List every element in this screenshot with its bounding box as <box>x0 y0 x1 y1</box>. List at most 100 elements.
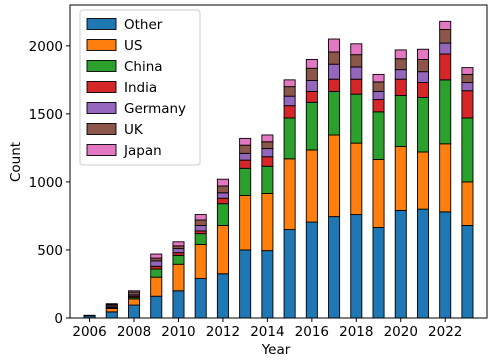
bar-segment-other-2008 <box>128 304 141 319</box>
y-tick-label-1000: 1000 <box>29 175 63 191</box>
bar-segment-india-2017 <box>328 78 341 92</box>
legend-label-us: US <box>124 38 142 54</box>
bar-segment-other-2015 <box>283 229 296 319</box>
bar-segment-other-2019 <box>372 227 385 319</box>
bar-segment-uk-2023 <box>461 73 474 84</box>
bar-segment-china-2012 <box>216 203 229 226</box>
bar-segment-japan-2012 <box>216 178 229 187</box>
x-tick-label-2020: 2020 <box>384 324 418 340</box>
bar-segment-japan-2017 <box>328 38 341 53</box>
x-tick-label-2016: 2016 <box>295 324 329 340</box>
bar-segment-india-2013 <box>239 159 252 169</box>
bar-segment-japan-2009 <box>150 253 163 259</box>
bar-segment-us-2009 <box>150 276 163 297</box>
bar-segment-japan-2022 <box>439 20 452 30</box>
bar-segment-other-2011 <box>194 278 207 319</box>
bar-segment-germany-2017 <box>328 63 341 80</box>
x-tick-label-2022: 2022 <box>428 324 462 340</box>
bar-segment-china-2013 <box>239 167 252 196</box>
bar-segment-japan-2020 <box>394 49 407 60</box>
bar-segment-china-2010 <box>172 254 185 265</box>
bar-segment-japan-2023 <box>461 67 474 75</box>
bar-segment-germany-2014 <box>261 148 274 158</box>
bar-segment-us-2008 <box>128 298 141 306</box>
bar-segment-china-2016 <box>305 101 318 151</box>
bar-segment-china-2019 <box>372 111 385 160</box>
bar-segment-germany-2020 <box>394 69 407 80</box>
bar-segment-china-2009 <box>150 268 163 278</box>
bar-segment-other-2009 <box>150 295 163 319</box>
legend-label-germany: Germany <box>124 101 186 117</box>
legend-swatch-germany <box>86 102 117 114</box>
bar-segment-china-2018 <box>350 93 363 144</box>
bar-segment-germany-2011 <box>194 225 207 232</box>
x-tick-label-2014: 2014 <box>250 324 284 340</box>
y-axis-title: Count <box>8 142 24 182</box>
bar-segment-us-2021 <box>416 151 429 210</box>
bar-segment-china-2022 <box>439 79 452 145</box>
bar-segment-india-2014 <box>261 156 274 167</box>
legend: Other US China India Germany UK Japan <box>79 9 201 166</box>
bar-segment-other-2023 <box>461 225 474 319</box>
bar-segment-india-2012 <box>216 197 229 205</box>
bar-segment-india-2016 <box>305 90 318 103</box>
bar-segment-china-2020 <box>394 95 407 147</box>
bar-segment-japan-2013 <box>239 137 252 146</box>
legend-swatch-japan <box>86 144 117 156</box>
bar-segment-uk-2012 <box>216 185 229 194</box>
bar-segment-japan-2008 <box>128 290 141 293</box>
bar-segment-uk-2021 <box>416 58 429 73</box>
bar-segment-germany-2012 <box>216 192 229 199</box>
bar-segment-japan-2016 <box>305 58 318 69</box>
x-tick-label-2010: 2010 <box>161 324 195 340</box>
legend-label-japan: Japan <box>123 143 162 159</box>
x-axis-title: Year <box>261 342 291 358</box>
bar-segment-us-2022 <box>439 143 452 213</box>
bar-segment-india-2019 <box>372 99 385 113</box>
bar-segment-other-2012 <box>216 273 229 319</box>
bar-segment-china-2015 <box>283 117 296 160</box>
bar-segment-china-2014 <box>261 165 274 194</box>
bar-segment-japan-2007 <box>105 303 118 305</box>
bar-segment-japan-2021 <box>416 48 429 60</box>
bar-segment-us-2007 <box>105 308 118 313</box>
bar-segment-us-2016 <box>305 149 318 223</box>
plot-frame <box>69 4 488 319</box>
legend-label-china: China <box>124 59 163 75</box>
y-tick-label-0: 0 <box>54 311 63 327</box>
bar-segment-germany-2015 <box>283 95 296 107</box>
bar-segment-germany-2016 <box>305 80 318 92</box>
bar-segment-us-2020 <box>394 146 407 211</box>
bar-segment-us-2011 <box>194 244 207 279</box>
bar-segment-india-2020 <box>394 78 407 96</box>
bar-segment-uk-2017 <box>328 51 341 65</box>
bar-segment-germany-2018 <box>350 66 363 80</box>
bar-segment-other-2014 <box>261 250 274 319</box>
bar-segment-china-2021 <box>416 97 429 153</box>
x-tick-label-2012: 2012 <box>206 324 240 340</box>
bar-segment-india-2021 <box>416 82 429 98</box>
bar-segment-china-2023 <box>461 117 474 183</box>
bar-segment-other-2010 <box>172 290 185 319</box>
bar-segment-japan-2010 <box>172 241 185 247</box>
y-tick-label-500: 500 <box>37 243 63 259</box>
legend-swatch-us <box>86 39 117 51</box>
bar-segment-us-2015 <box>283 158 296 230</box>
bar-segment-japan-2014 <box>261 134 274 143</box>
bar-segment-uk-2015 <box>283 86 296 97</box>
bar-segment-japan-2019 <box>372 73 385 83</box>
bar-segment-other-2016 <box>305 221 318 319</box>
x-tick-label-2018: 2018 <box>339 324 373 340</box>
bar-segment-us-2017 <box>328 134 341 218</box>
bar-segment-uk-2020 <box>394 58 407 71</box>
legend-swatch-uk <box>86 123 117 135</box>
bar-segment-india-2015 <box>283 105 296 119</box>
bar-segment-us-2023 <box>461 181 474 226</box>
bar-segment-india-2022 <box>439 53 452 81</box>
bar-segment-germany-2022 <box>439 42 452 55</box>
bar-segment-uk-2013 <box>239 144 252 154</box>
bar-segment-germany-2013 <box>239 152 252 161</box>
y-tick-label-2000: 2000 <box>29 39 63 55</box>
bar-segment-china-2011 <box>194 233 207 245</box>
